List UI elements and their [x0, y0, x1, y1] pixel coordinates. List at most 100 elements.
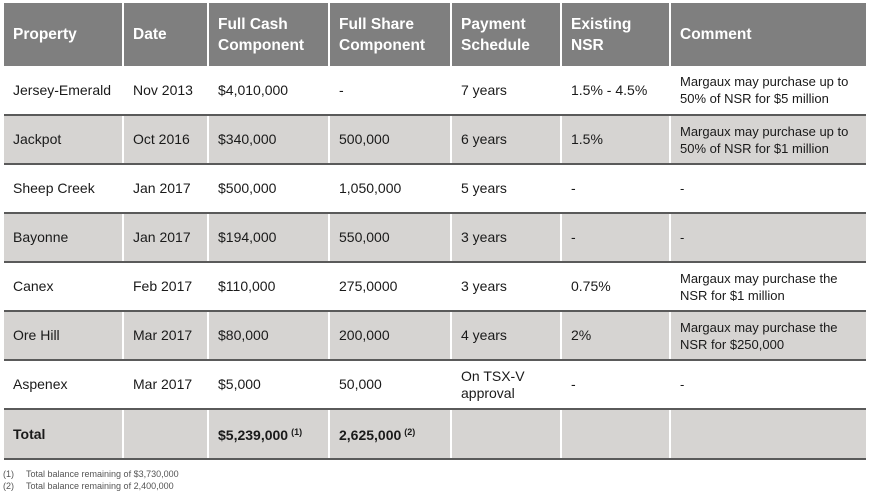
share-component-cell: 200,000 [329, 311, 452, 361]
header-payment-schedule-line: Schedule [461, 36, 530, 54]
total-shares-footnote-ref: (2) [404, 427, 416, 437]
table-row: Ore Hill Mar 2017 $80,000 200,000 4 years 2% M… [4, 311, 866, 361]
date-cell: Jan 2017 [123, 213, 209, 263]
comment-cell: - [670, 164, 866, 214]
footnote-mark: (1) [3, 469, 14, 479]
total-cash-footnote-ref: (1) [291, 427, 303, 437]
header-full-cash-component: Full Cash Component [208, 3, 330, 66]
cash-component-cell: $5,000 [208, 360, 330, 410]
payment-schedule-line: 5 years [461, 180, 507, 196]
footnote-text: Total balance remaining of 2,400,000 [26, 481, 174, 491]
comment-cell: Margaux may purchase the NSR for $250,000 [670, 311, 866, 361]
header-property: Property [4, 3, 124, 66]
header-date-line: Date [133, 26, 167, 43]
cash-component-cell: $4,010,000 [208, 66, 330, 116]
comment-line: Margaux may purchase up to [680, 123, 849, 139]
header-existing-nsr-line: NSR [571, 36, 604, 54]
payment-schedule-line: 7 years [461, 81, 507, 98]
existing-nsr-cell: 0.75% [561, 262, 671, 312]
comment-cell: Margaux may purchase up to 50% of NSR for… [670, 66, 866, 116]
header-full-share-component-line: Full Share [339, 15, 414, 33]
payment-schedule-cell: 6 years [451, 115, 562, 165]
header-property-line: Property [13, 26, 77, 43]
comment-cell: - [670, 360, 866, 410]
date-cell: Feb 2017 [123, 262, 209, 312]
date-cell: Jan 2017 [123, 164, 209, 214]
property-cell: Ore Hill [4, 311, 124, 361]
footnote-mark: (2) [3, 481, 14, 491]
property-cell: Jersey-Emerald [4, 66, 124, 116]
cash-component-cell: $110,000 [208, 262, 330, 312]
property-cell: Aspenex [4, 360, 124, 410]
existing-nsr-cell: 1.5% [561, 115, 671, 165]
table-body: Jersey-Emerald Nov 2013 $4,010,000-7 years… [4, 66, 866, 460]
property-payments-table: Property Date Full Cash Component Full Share… [4, 3, 866, 460]
property-cell: Canex [4, 262, 124, 312]
payment-schedule-line: approval [461, 384, 515, 401]
share-component-cell: 500,000 [329, 115, 452, 165]
header-full-cash-component-line: Component [218, 36, 305, 54]
footnote: (1) Total balance remaining of $3,730,000 [3, 468, 179, 480]
cash-component-cell: $340,000 [208, 115, 330, 165]
total-shares-cell: 2,625,000 (2) [329, 409, 452, 460]
comment-cell: Margaux may purchase the NSR for $1 milli… [670, 262, 866, 312]
header-full-share-component: Full Share Component [329, 3, 452, 66]
table-row: Canex Feb 2017 $110,000 275,0000 3 years 0.75… [4, 262, 866, 312]
payment-schedule-line: 6 years [461, 131, 507, 147]
date-cell: Nov 2013 [123, 66, 209, 116]
comment-line: NSR for $250,000 [680, 336, 785, 352]
table-row: Sheep Creek Jan 2017 $500,000 1,050,000 5 ye… [4, 164, 866, 214]
property-cell: Sheep Creek [4, 164, 124, 214]
cash-component-cell: $500,000 [208, 164, 330, 214]
comment-line: Margaux may purchase up to [680, 74, 849, 89]
footnote-text: Total balance remaining of $3,730,000 [26, 469, 179, 479]
total-cash-value: $5,239,000 [218, 427, 289, 443]
comment-line: - [680, 230, 685, 245]
table-row: Bayonne Jan 2017 $194,000 550,000 3 years - - [4, 213, 866, 263]
comment-line: 50% of NSR for $1 million [680, 140, 829, 156]
table-row: Jackpot Oct 2016 $340,000 500,000 6 years 1.5… [4, 115, 866, 165]
cash-component-cell: $80,000 [208, 311, 330, 361]
payment-schedule-cell: On TSX-V approval [451, 360, 562, 410]
header-row: Property Date Full Cash Component Full Share… [4, 3, 866, 66]
footnote: (2) Total balance remaining of 2,400,000 [3, 480, 179, 492]
header-payment-schedule-line: Payment [461, 15, 526, 33]
payment-schedule-cell: 4 years [451, 311, 562, 361]
total-comment-cell [670, 409, 866, 460]
comment-line: - [680, 181, 685, 196]
share-component-cell: 50,000 [329, 360, 452, 410]
header-payment-schedule: Payment Schedule [451, 3, 562, 66]
payment-schedule-cell: 7 years [451, 66, 562, 116]
payment-schedule-line: 3 years [461, 229, 507, 245]
header-existing-nsr: Existing NSR [561, 3, 671, 66]
payment-schedule-cell: 3 years [451, 262, 562, 312]
date-cell: Mar 2017 [123, 311, 209, 361]
cash-component-cell: $194,000 [208, 213, 330, 263]
existing-nsr-cell: - [561, 360, 671, 410]
payment-schedule-cell: 5 years [451, 164, 562, 214]
header-existing-nsr-line: Existing [571, 15, 632, 33]
comment-line: 50% of NSR for $5 million [680, 91, 829, 106]
header-full-cash-component-line: Full Cash [218, 15, 288, 33]
existing-nsr-cell: - [561, 164, 671, 214]
header-full-share-component-line: Component [339, 36, 426, 54]
existing-nsr-cell: 1.5% - 4.5% [561, 66, 671, 116]
total-nsr-cell [561, 409, 671, 460]
comment-line: Margaux may purchase the [680, 270, 838, 286]
table-row: Aspenex Mar 2017 $5,000 50,000 On TSX-V appro… [4, 360, 866, 410]
share-component-cell: 275,0000 [329, 262, 452, 312]
payment-schedule-line: On TSX-V [461, 367, 525, 384]
share-component-cell: - [329, 66, 452, 116]
total-date-cell [123, 409, 209, 460]
payment-schedule-cell: 3 years [451, 213, 562, 263]
total-row: Total $5,239,000 (1) 2,625,000 (2) [4, 409, 866, 460]
existing-nsr-cell: 2% [561, 311, 671, 361]
date-cell: Mar 2017 [123, 360, 209, 410]
property-cell: Jackpot [4, 115, 124, 165]
total-shares-value: 2,625,000 [339, 427, 402, 443]
header-date: Date [123, 3, 209, 66]
total-schedule-cell [451, 409, 562, 460]
header-comment: Comment [670, 3, 866, 66]
comment-cell: - [670, 213, 866, 263]
